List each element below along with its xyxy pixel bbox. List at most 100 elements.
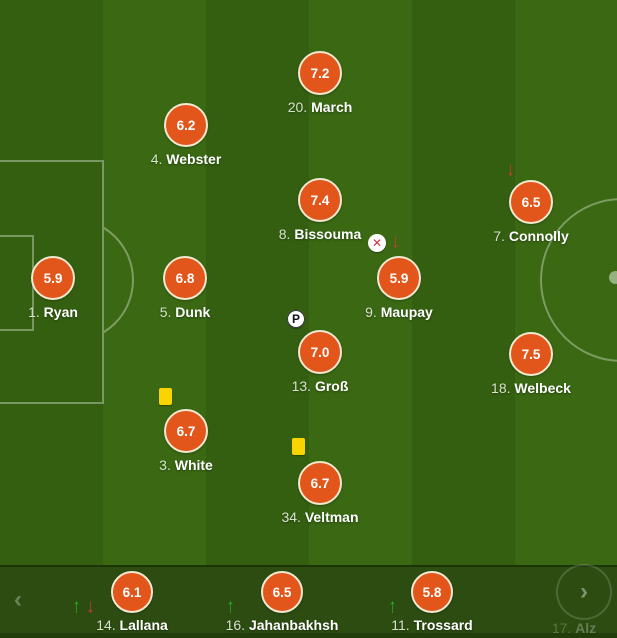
player-label: 1. Ryan xyxy=(0,304,123,320)
player-name: Webster xyxy=(166,151,222,167)
player-number: 7. xyxy=(493,228,505,244)
player-rating-badge[interactable]: 6.1 xyxy=(111,571,153,613)
player-number: 5. xyxy=(159,304,172,320)
player-name: March xyxy=(311,99,353,115)
player-rating: 6.5 xyxy=(521,194,541,210)
player-gross[interactable]: P 7.0 13. Groß xyxy=(250,310,390,394)
player-rating-badge[interactable]: 5.9 xyxy=(377,256,421,300)
player-name: White xyxy=(174,457,213,473)
player-rating-badge[interactable]: 6.7 xyxy=(164,409,208,453)
player-rating: 5.8 xyxy=(422,584,442,600)
player-name: Connolly xyxy=(508,228,569,244)
chevron-right-icon: › xyxy=(580,578,588,605)
sub-off-icon: ↓ xyxy=(86,595,95,617)
player-rating: 7.2 xyxy=(310,65,330,81)
player-label: 14. Lallana xyxy=(57,617,207,633)
player-rating-badge[interactable]: 6.8 xyxy=(163,256,207,300)
player-veltman[interactable]: 6.7 34. Veltman xyxy=(250,438,390,525)
player-rating-badge[interactable]: 7.2 xyxy=(298,51,342,95)
player-label: 11. Trossard xyxy=(357,617,507,633)
player-number: 34. xyxy=(281,509,301,525)
player-number: 11. xyxy=(391,617,410,633)
player-name: Ryan xyxy=(43,304,78,320)
substitute-lallana[interactable]: ↑ ↓ 6.1 14. Lallana xyxy=(57,571,207,633)
sub-on-icon: ↑ xyxy=(388,595,397,617)
center-spot xyxy=(609,271,617,284)
player-march[interactable]: 7.2 20. March xyxy=(250,51,390,115)
player-name: Jahanbakhsh xyxy=(248,617,339,633)
player-label: 13. Groß xyxy=(250,378,390,394)
player-dunk[interactable]: 6.8 5. Dunk xyxy=(115,256,255,320)
player-rating: 6.1 xyxy=(122,584,142,600)
substitute-trossard[interactable]: ↑ 5.8 11. Trossard xyxy=(357,571,507,633)
player-name: Bissouma xyxy=(294,226,362,242)
player-number: 20. xyxy=(287,99,308,115)
player-rating: 6.7 xyxy=(310,475,330,491)
substitute-jahanbakhsh[interactable]: ↑ 6.5 16. Jahanbakhsh xyxy=(207,571,357,633)
sub-off-icon: ↓ xyxy=(391,230,400,252)
player-rating-badge[interactable]: 6.5 xyxy=(509,180,553,224)
player-rating-badge[interactable]: 6.5 xyxy=(261,571,303,613)
player-white[interactable]: 6.7 3. White xyxy=(116,388,256,473)
next-substitutes-button[interactable]: › xyxy=(556,564,612,620)
player-rating: 7.5 xyxy=(521,346,541,362)
sub-on-icon: ↑ xyxy=(226,595,235,617)
player-rating-badge[interactable]: 7.0 xyxy=(298,330,342,374)
prev-substitutes-button[interactable]: ‹ xyxy=(14,586,22,613)
player-number: 13. xyxy=(291,378,312,394)
player-rating-badge[interactable]: 6.7 xyxy=(298,461,342,505)
substitutes-bar: ‹ ↑ ↓ 6.1 14. Lallana ↑ 6.5 16. Jahanbak… xyxy=(0,565,617,638)
player-ryan[interactable]: 5.9 1. Ryan xyxy=(0,256,123,320)
player-label: 7. Connolly xyxy=(461,228,601,244)
player-welbeck[interactable]: 7.5 18. Welbeck xyxy=(461,332,601,396)
player-number: 17. xyxy=(551,620,572,636)
player-label: 18. Welbeck xyxy=(461,380,601,396)
player-rating: 6.2 xyxy=(176,117,196,133)
player-rating-badge[interactable]: 5.9 xyxy=(31,256,75,300)
player-label: 34. Veltman xyxy=(250,509,390,525)
player-rating-badge[interactable]: 7.4 xyxy=(298,178,342,222)
player-number: 18. xyxy=(491,380,511,396)
player-rating-badge[interactable]: 6.2 xyxy=(164,103,208,147)
substitute-alz-partial[interactable]: 17. Alz xyxy=(499,571,617,636)
player-name: Groß xyxy=(314,378,349,394)
player-rating: 5.9 xyxy=(389,270,409,286)
player-webster[interactable]: 6.2 4. Webster xyxy=(116,103,256,167)
player-name: Veltman xyxy=(304,509,359,525)
player-rating: 6.7 xyxy=(176,423,196,439)
player-name: Alz xyxy=(575,620,597,636)
sub-on-icon: ↑ xyxy=(72,595,81,617)
player-rating: 6.8 xyxy=(175,270,195,286)
player-rating: 7.0 xyxy=(310,344,330,360)
player-number: 3. xyxy=(159,457,171,473)
player-number: 14. xyxy=(96,617,116,633)
player-connolly[interactable]: ↓ 6.5 7. Connolly xyxy=(461,159,601,244)
player-name: Lallana xyxy=(119,617,168,633)
yellow-card-icon xyxy=(159,388,172,405)
player-name: Maupay xyxy=(380,304,433,320)
penalty-scored-icon: P xyxy=(287,310,305,328)
player-label: 16. Jahanbakhsh xyxy=(207,617,357,633)
player-name: Welbeck xyxy=(514,380,571,396)
missed-penalty-icon: ✕ xyxy=(368,234,386,252)
player-number: 1. xyxy=(28,304,40,320)
player-bissouma[interactable]: 7.4 8. Bissouma xyxy=(250,178,390,242)
player-number: 9. xyxy=(365,304,377,320)
player-label: 8. Bissouma xyxy=(250,226,390,242)
player-number: 4. xyxy=(150,151,163,167)
player-rating-badge[interactable]: 7.5 xyxy=(509,332,553,376)
player-label: 3. White xyxy=(116,457,256,473)
player-rating: 7.4 xyxy=(310,192,330,208)
penalty-box-line xyxy=(0,160,104,404)
player-number: 16. xyxy=(225,617,246,633)
player-label: 4. Webster xyxy=(116,151,256,167)
player-rating-badge[interactable]: 5.8 xyxy=(411,571,453,613)
player-label: 20. March xyxy=(250,99,390,115)
player-number: 8. xyxy=(278,226,291,242)
player-rating: 6.5 xyxy=(272,584,292,600)
player-label: 5. Dunk xyxy=(115,304,255,320)
player-maupay[interactable]: ✕ ↓ 5.9 9. Maupay xyxy=(329,231,469,320)
yellow-card-icon xyxy=(292,438,305,455)
player-label: 9. Maupay xyxy=(329,304,469,320)
